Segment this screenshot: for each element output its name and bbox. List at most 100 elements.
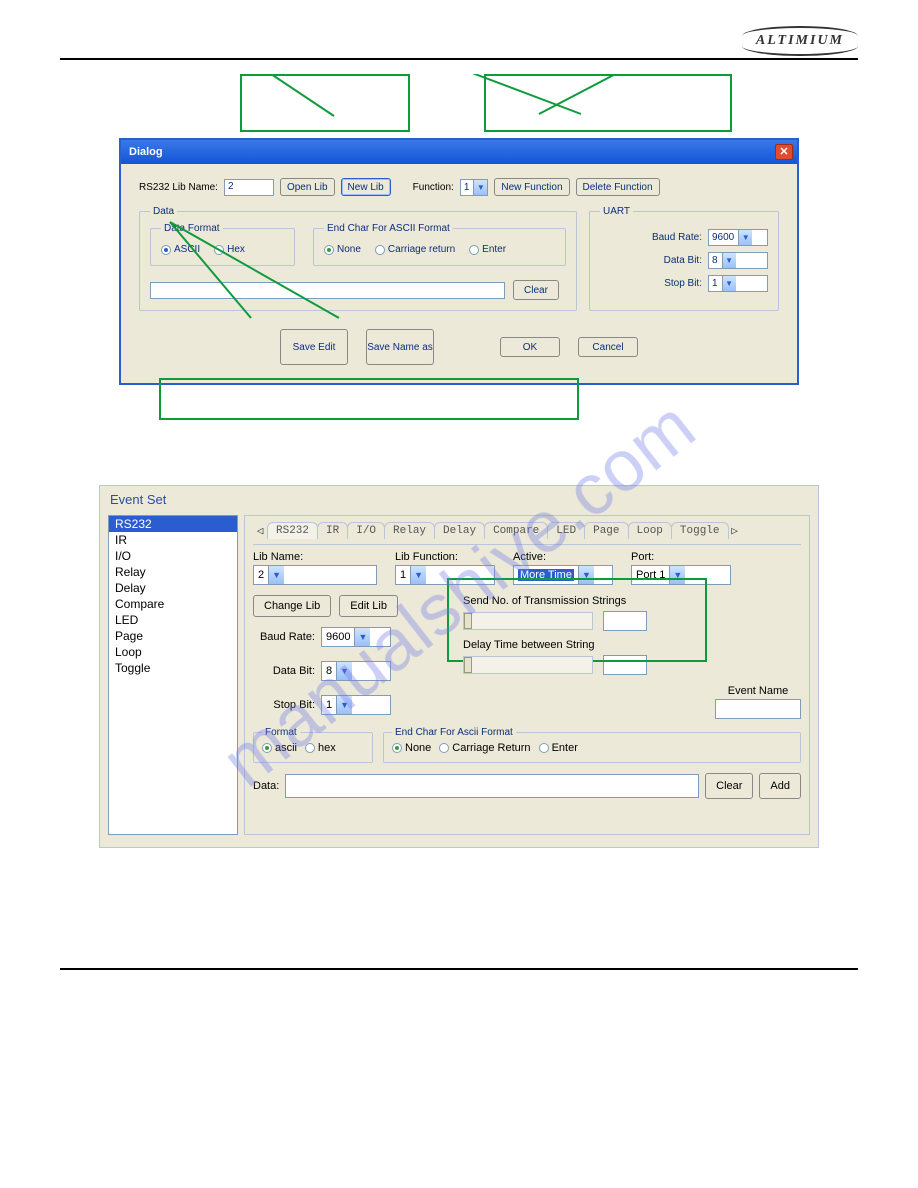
bottom-rule [60, 968, 858, 970]
lib-name-combo[interactable]: 2▼ [253, 565, 377, 585]
chevron-down-icon: ▼ [354, 628, 370, 646]
new-lib-button[interactable]: New Lib [341, 178, 391, 196]
tab-ir[interactable]: IR [317, 522, 348, 539]
baud-combo[interactable]: 9600▼ [708, 229, 768, 246]
cancel-button[interactable]: Cancel [578, 337, 638, 357]
lib-name-input[interactable]: 2 [224, 179, 274, 196]
event-type-list[interactable]: RS232 IR I/O Relay Delay Compare LED Pag… [108, 515, 238, 835]
delete-function-button[interactable]: Delete Function [576, 178, 660, 196]
cr-radio[interactable]: Carriage return [375, 244, 455, 255]
add-button[interactable]: Add [759, 773, 801, 799]
chevron-down-icon: ▼ [268, 566, 284, 584]
data-legend: Data [150, 206, 177, 217]
hex-radio[interactable]: Hex [214, 244, 245, 255]
port-combo[interactable]: Port 1▼ [631, 565, 731, 585]
data-input[interactable] [150, 282, 505, 299]
databit-combo[interactable]: 8▼ [708, 252, 768, 269]
top-rule [60, 58, 858, 60]
ok-button[interactable]: OK [500, 337, 560, 357]
dialog-title: Dialog [125, 146, 163, 158]
databit-label: Data Bit: [253, 665, 315, 677]
stopbit-combo[interactable]: 1▼ [321, 695, 391, 715]
tab-compare[interactable]: Compare [484, 522, 548, 539]
none-radio[interactable]: None [324, 244, 361, 255]
enter-radio[interactable]: Enter [469, 244, 506, 255]
clear-button[interactable]: Clear [705, 773, 753, 799]
port-label: Port: [631, 551, 731, 563]
tab-page[interactable]: Page [584, 522, 628, 539]
list-item[interactable]: I/O [109, 548, 237, 564]
ascii-radio[interactable]: ascii [262, 742, 297, 754]
tab-led[interactable]: LED [547, 522, 585, 539]
tab-strip: ◁ RS232 IR I/O Relay Delay Compare LED P… [253, 522, 801, 539]
tab-io[interactable]: I/O [347, 522, 385, 539]
format-fieldset: Format ascii hex [253, 727, 373, 763]
event-name-input[interactable] [715, 699, 801, 719]
event-set-title: Event Set [100, 486, 818, 511]
delay-time-slider[interactable] [463, 656, 593, 674]
send-no-slider[interactable] [463, 612, 593, 630]
save-as-button[interactable]: Save Name as [366, 329, 434, 365]
tab-nav-left[interactable]: ◁ [253, 524, 267, 538]
chevron-down-icon: ▼ [336, 662, 352, 680]
tab-nav-right[interactable]: ▷ [728, 524, 742, 538]
data-input[interactable] [285, 774, 699, 798]
brand-area: ALTIMIUM [60, 30, 858, 52]
list-item[interactable]: Loop [109, 644, 237, 660]
data-format-fieldset: Data Format ASCII Hex [150, 223, 295, 266]
function-label: Function: [413, 182, 454, 193]
close-icon[interactable]: ✕ [775, 144, 793, 160]
baud-combo[interactable]: 9600▼ [321, 627, 391, 647]
callout-box-3 [159, 378, 579, 420]
none-radio[interactable]: None [392, 742, 431, 754]
databit-combo[interactable]: 8▼ [321, 661, 391, 681]
hex-radio[interactable]: hex [305, 742, 336, 754]
edit-lib-button[interactable]: Edit Lib [339, 595, 398, 617]
lib-name-label: RS232 Lib Name: [139, 182, 218, 193]
clear-button[interactable]: Clear [513, 280, 559, 300]
tab-delay[interactable]: Delay [434, 522, 485, 539]
list-item[interactable]: Delay [109, 580, 237, 596]
ascii-radio[interactable]: ASCII [161, 244, 200, 255]
callout-box-2 [484, 74, 732, 132]
uart-legend: UART [600, 206, 633, 217]
tab-rs232[interactable]: RS232 [267, 522, 318, 539]
stopbit-combo[interactable]: 1▼ [708, 275, 768, 292]
list-item[interactable]: Relay [109, 564, 237, 580]
send-no-value[interactable] [603, 611, 647, 631]
chevron-down-icon: ▼ [669, 566, 685, 584]
event-set-panel: Event Set RS232 IR I/O Relay Delay Compa… [99, 485, 819, 848]
lib-function-combo[interactable]: 1▼ [395, 565, 495, 585]
tab-toggle[interactable]: Toggle [671, 522, 729, 539]
chevron-down-icon: ▼ [722, 253, 736, 268]
list-item[interactable]: IR [109, 532, 237, 548]
list-item[interactable]: Compare [109, 596, 237, 612]
end-char-legend: End Char For ASCII Format [324, 223, 453, 234]
baud-label: Baud Rate: [253, 631, 315, 643]
function-combo[interactable]: 1▼ [460, 179, 489, 196]
event-name-label: Event Name [728, 685, 789, 697]
list-item[interactable]: Toggle [109, 660, 237, 676]
tab-relay[interactable]: Relay [384, 522, 435, 539]
endchar-legend: End Char For Ascii Format [392, 727, 516, 738]
tab-loop[interactable]: Loop [628, 522, 672, 539]
list-item[interactable]: LED [109, 612, 237, 628]
lib-name-label: Lib Name: [253, 551, 377, 563]
data-format-legend: Data Format [161, 223, 223, 234]
enter-radio[interactable]: Enter [539, 742, 578, 754]
active-combo[interactable]: More Time▼ [513, 565, 613, 585]
baud-label: Baud Rate: [647, 232, 702, 243]
cr-radio[interactable]: Carriage Return [439, 742, 530, 754]
chevron-down-icon: ▼ [336, 696, 352, 714]
list-item[interactable]: Page [109, 628, 237, 644]
delay-time-value[interactable] [603, 655, 647, 675]
list-item[interactable]: RS232 [109, 516, 237, 532]
chevron-down-icon: ▼ [722, 276, 736, 291]
save-edit-button[interactable]: Save Edit [280, 329, 348, 365]
format-legend: Format [262, 727, 300, 738]
open-lib-button[interactable]: Open Lib [280, 178, 335, 196]
stopbit-label: Stop Bit: [253, 699, 315, 711]
new-function-button[interactable]: New Function [494, 178, 569, 196]
change-lib-button[interactable]: Change Lib [253, 595, 331, 617]
data-fieldset: Data Data Format ASCII Hex End Char For … [139, 206, 577, 311]
